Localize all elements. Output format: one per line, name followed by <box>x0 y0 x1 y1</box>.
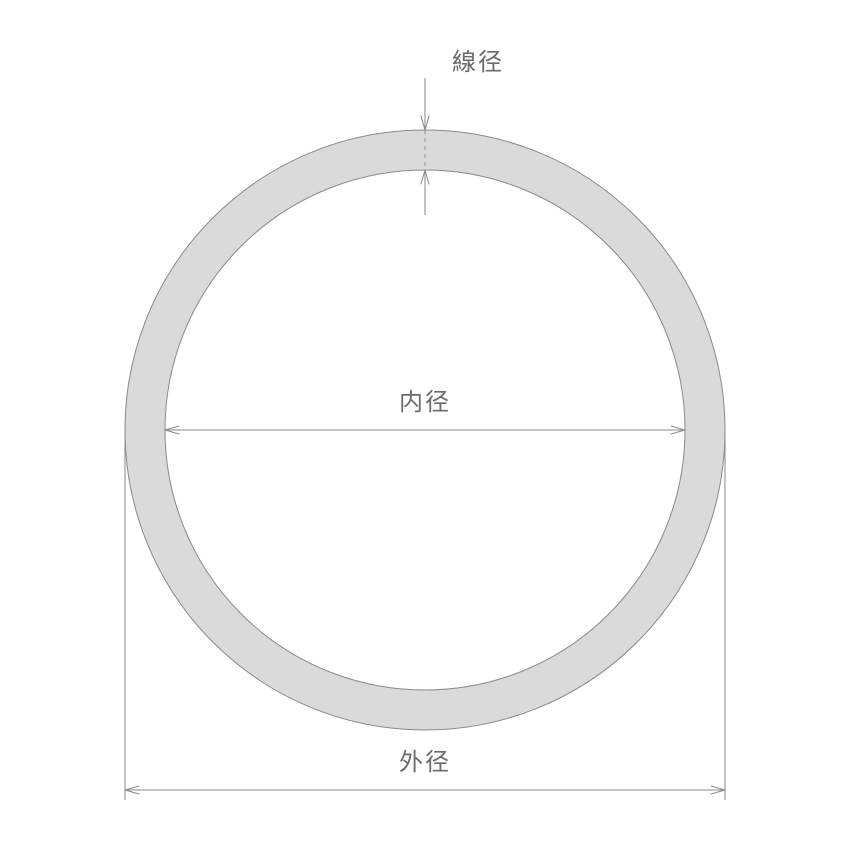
inner-diameter-label: 内径 <box>399 389 451 416</box>
ring-dimension-diagram: 線径内径外径 <box>0 0 850 850</box>
outer-diameter-label: 外径 <box>399 749 451 776</box>
wire-diameter-label: 線径 <box>452 49 504 76</box>
